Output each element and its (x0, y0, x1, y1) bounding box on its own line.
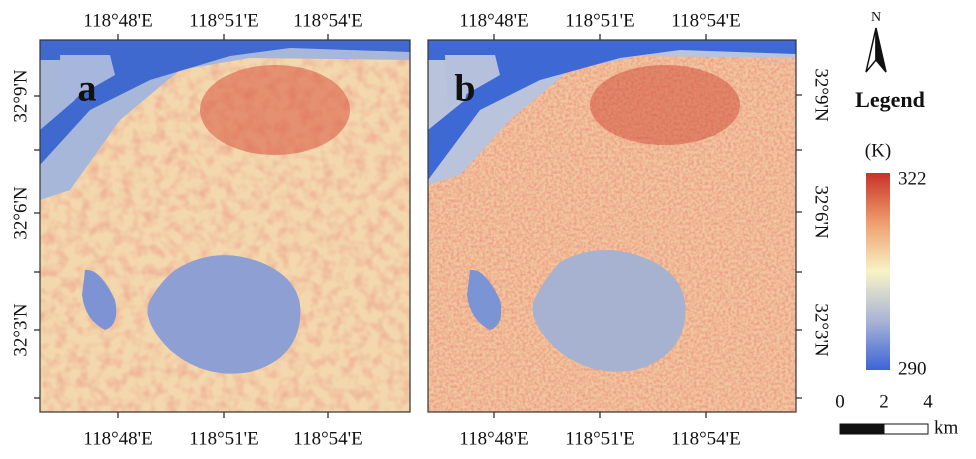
lat-tick-label: 32°9'N (10, 69, 31, 123)
bottom-tick-label: 118°54'E (671, 428, 740, 449)
north-label: N (871, 10, 881, 25)
lat-tick-label: 32°3'N (10, 303, 31, 357)
scale-unit: km (934, 417, 959, 438)
legend-min: 290 (898, 358, 927, 379)
lat-tick-label: 32°9'N (811, 68, 832, 122)
north-arrow-right (876, 28, 886, 72)
north-arrow-left (866, 28, 876, 72)
scale-tick: 2 (879, 391, 889, 412)
lat-tick-label: 32°6'N (811, 185, 832, 239)
top-tick-label: 118°51'E (189, 10, 258, 31)
bottom-tick-label: 118°48'E (83, 428, 152, 449)
scale-bar-white (884, 424, 928, 434)
top-tick-label: 118°54'E (671, 10, 740, 31)
panel-label: a (78, 68, 97, 110)
legend-title: Legend (855, 87, 925, 112)
legend-max: 322 (898, 168, 927, 189)
scale-tick: 4 (923, 391, 933, 412)
top-tick-label: 118°48'E (459, 10, 528, 31)
color-bar (866, 173, 890, 370)
bottom-tick-label: 118°48'E (459, 428, 528, 449)
map-b (428, 40, 796, 412)
bottom-tick-label: 118°51'E (565, 428, 634, 449)
scale-tick: 0 (835, 391, 845, 412)
legend-unit: (K) (865, 140, 891, 161)
scale-bar-black (840, 424, 884, 434)
top-tick-label: 118°48'E (83, 10, 152, 31)
figure: a b 118°48'E 118°51'E 118°54'E 118°48'E 118°… (0, 0, 976, 454)
top-tick-label: 118°51'E (565, 10, 634, 31)
top-tick-label: 118°54'E (293, 10, 362, 31)
bottom-tick-label: 118°51'E (189, 428, 258, 449)
panel-label: b (454, 68, 475, 110)
lat-tick-label: 32°6'N (10, 186, 31, 240)
page: {"panels": [ {"label": "a", "top_ticks":… (0, 0, 976, 454)
bottom-tick-label: 118°54'E (293, 428, 362, 449)
lat-tick-label: 32°3'N (811, 303, 832, 357)
